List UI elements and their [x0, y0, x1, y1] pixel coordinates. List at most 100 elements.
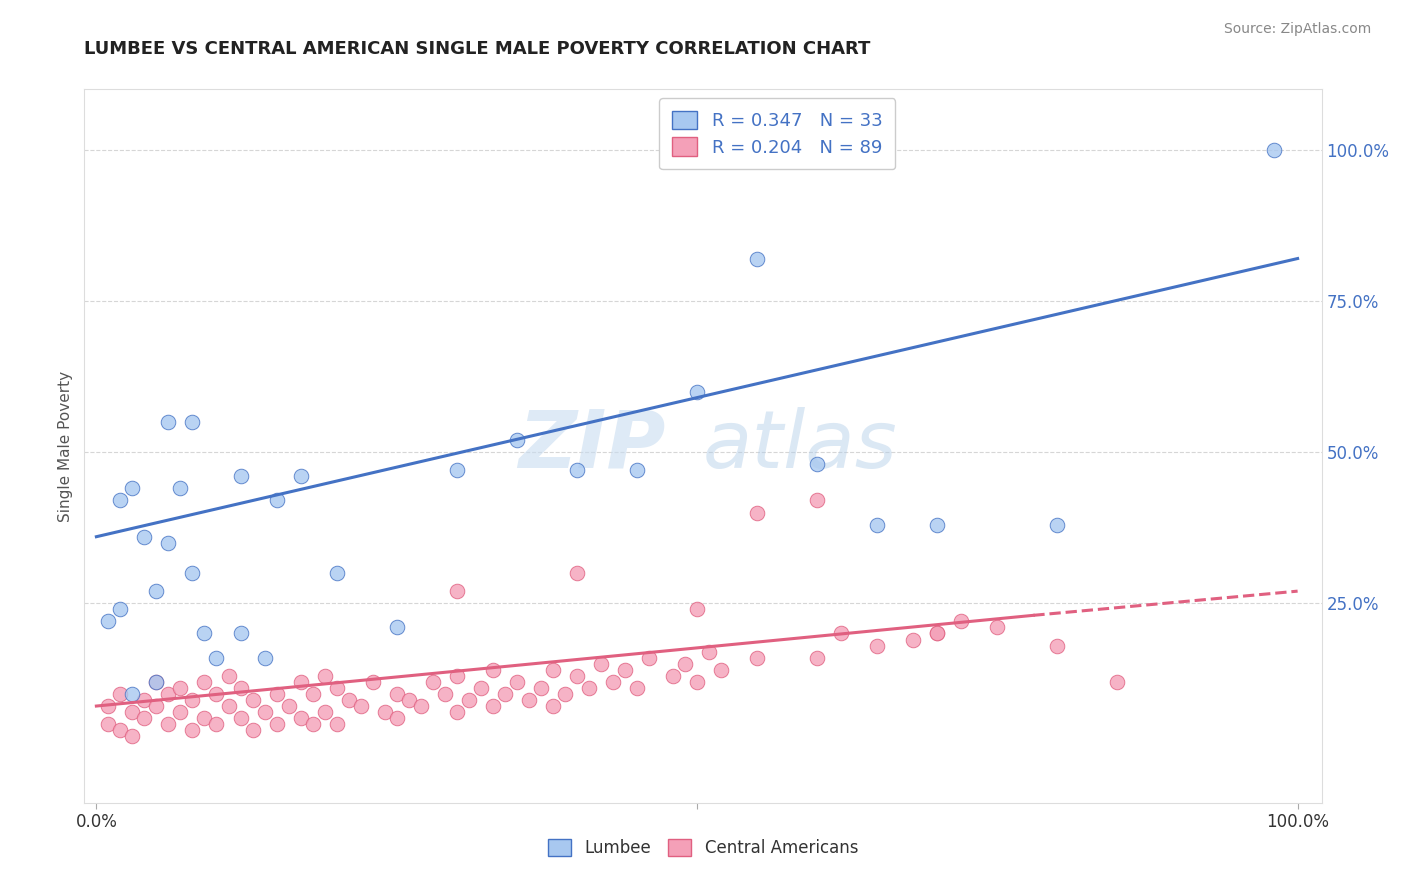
Point: [517, 693, 540, 707]
Point: [446, 584, 468, 599]
Point: [613, 663, 636, 677]
Point: [169, 681, 191, 695]
Point: [1046, 639, 1069, 653]
Point: [589, 657, 612, 671]
Point: [662, 669, 685, 683]
Point: [157, 535, 180, 549]
Point: [290, 674, 312, 689]
Text: ZIP: ZIP: [519, 407, 666, 485]
Point: [205, 650, 228, 665]
Point: [927, 626, 949, 640]
Point: [806, 493, 828, 508]
Point: [337, 693, 360, 707]
Point: [565, 566, 588, 580]
Point: [290, 469, 312, 483]
Point: [446, 705, 468, 719]
Point: [866, 517, 889, 532]
Point: [97, 699, 120, 714]
Point: [134, 530, 156, 544]
Point: [121, 729, 143, 743]
Point: [266, 717, 288, 731]
Point: [506, 433, 529, 447]
Point: [157, 415, 180, 429]
Point: [145, 699, 167, 714]
Point: [253, 705, 276, 719]
Point: [350, 699, 373, 714]
Text: Source: ZipAtlas.com: Source: ZipAtlas.com: [1223, 22, 1371, 37]
Point: [134, 693, 156, 707]
Point: [541, 699, 564, 714]
Point: [578, 681, 600, 695]
Point: [638, 650, 661, 665]
Point: [145, 584, 167, 599]
Point: [745, 252, 768, 266]
Point: [927, 517, 949, 532]
Point: [181, 723, 204, 738]
Point: [565, 463, 588, 477]
Point: [266, 493, 288, 508]
Point: [385, 620, 408, 634]
Point: [181, 566, 204, 580]
Point: [554, 687, 576, 701]
Point: [361, 674, 384, 689]
Point: [314, 669, 336, 683]
Point: [409, 699, 432, 714]
Point: [903, 632, 925, 647]
Point: [110, 687, 132, 701]
Point: [229, 711, 252, 725]
Point: [229, 469, 252, 483]
Point: [541, 663, 564, 677]
Point: [242, 693, 264, 707]
Point: [97, 717, 120, 731]
Point: [481, 699, 503, 714]
Point: [205, 717, 228, 731]
Point: [686, 384, 709, 399]
Point: [218, 669, 240, 683]
Point: [470, 681, 492, 695]
Point: [1263, 143, 1285, 157]
Point: [686, 674, 709, 689]
Point: [290, 711, 312, 725]
Point: [457, 693, 479, 707]
Point: [157, 717, 180, 731]
Point: [830, 626, 852, 640]
Point: [697, 645, 720, 659]
Point: [986, 620, 1008, 634]
Point: [193, 626, 215, 640]
Point: [433, 687, 456, 701]
Point: [314, 705, 336, 719]
Point: [950, 615, 973, 629]
Point: [481, 663, 503, 677]
Point: [97, 615, 120, 629]
Point: [565, 669, 588, 683]
Point: [193, 711, 215, 725]
Point: [806, 457, 828, 471]
Point: [157, 687, 180, 701]
Point: [866, 639, 889, 653]
Point: [374, 705, 396, 719]
Point: [710, 663, 733, 677]
Point: [745, 506, 768, 520]
Point: [229, 681, 252, 695]
Point: [530, 681, 553, 695]
Point: [385, 711, 408, 725]
Point: [121, 687, 143, 701]
Point: [110, 723, 132, 738]
Point: [422, 674, 444, 689]
Point: [218, 699, 240, 714]
Point: [121, 705, 143, 719]
Point: [325, 566, 347, 580]
Point: [301, 717, 323, 731]
Point: [446, 463, 468, 477]
Point: [110, 602, 132, 616]
Point: [205, 687, 228, 701]
Point: [927, 626, 949, 640]
Point: [626, 463, 648, 477]
Point: [686, 602, 709, 616]
Point: [242, 723, 264, 738]
Point: [1046, 517, 1069, 532]
Point: [193, 674, 215, 689]
Point: [121, 481, 143, 495]
Point: [602, 674, 624, 689]
Point: [181, 693, 204, 707]
